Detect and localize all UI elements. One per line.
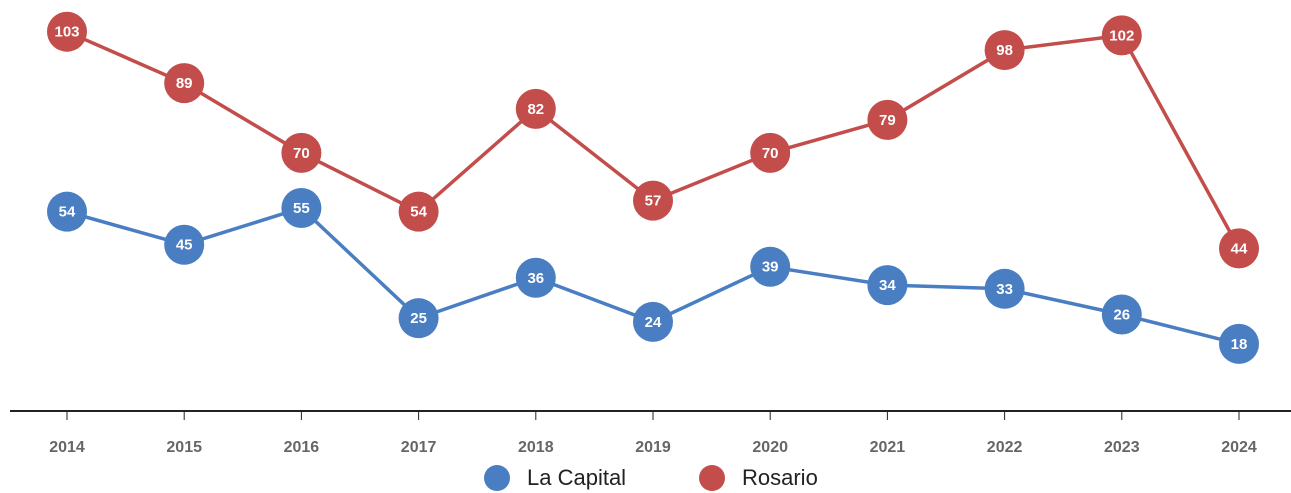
data-point <box>984 268 1025 309</box>
data-label: 39 <box>762 259 779 276</box>
data-point <box>984 30 1025 71</box>
data-point <box>867 99 908 140</box>
x-tick-label: 2019 <box>635 439 671 456</box>
data-point <box>633 180 673 221</box>
x-tick-label: 2024 <box>1221 439 1257 456</box>
legend-label: La Capital <box>527 465 626 490</box>
data-point <box>1101 15 1142 56</box>
x-tick-label: 2023 <box>1104 439 1140 456</box>
data-label: 54 <box>59 204 76 221</box>
x-tick-label: 2021 <box>870 439 906 456</box>
data-point <box>164 224 205 265</box>
x-tick-label: 2017 <box>401 439 437 456</box>
data-point <box>750 246 791 287</box>
data-label: 45 <box>176 237 193 254</box>
data-label: 55 <box>293 200 310 217</box>
data-label: 89 <box>176 75 193 92</box>
data-label: 103 <box>54 24 79 41</box>
data-label: 34 <box>879 277 896 294</box>
data-point <box>1101 294 1142 335</box>
data-point <box>281 188 322 228</box>
data-point <box>867 265 908 306</box>
x-tick-label: 2015 <box>166 439 202 456</box>
data-label: 57 <box>645 193 662 210</box>
data-point <box>515 88 556 129</box>
data-label: 33 <box>996 281 1013 298</box>
data-label: 18 <box>1231 336 1248 353</box>
data-point <box>281 132 322 173</box>
data-label: 36 <box>527 270 544 287</box>
data-label: 70 <box>762 145 779 162</box>
x-tick-label: 2016 <box>284 439 320 456</box>
data-label: 44 <box>1231 240 1248 257</box>
data-label: 24 <box>645 314 662 331</box>
data-point <box>515 257 556 298</box>
x-tick-label: 2022 <box>987 439 1023 456</box>
data-point <box>1219 228 1259 269</box>
data-point <box>633 301 673 342</box>
data-label: 25 <box>410 310 427 327</box>
x-tick-label: 2020 <box>752 439 788 456</box>
data-label: 70 <box>293 145 310 162</box>
data-label: 54 <box>410 204 427 221</box>
data-label: 98 <box>996 42 1013 59</box>
data-point <box>47 11 87 52</box>
data-point <box>398 191 439 232</box>
legend-swatch <box>699 465 725 491</box>
legend-label: Rosario <box>742 465 818 490</box>
data-point <box>47 191 87 232</box>
data-label: 26 <box>1113 306 1130 323</box>
data-label: 102 <box>1109 27 1134 44</box>
x-tick-label: 2018 <box>518 439 554 456</box>
data-point <box>398 298 439 339</box>
x-tick-label: 2014 <box>49 439 85 456</box>
data-point <box>1219 323 1259 364</box>
data-label: 79 <box>879 112 896 129</box>
data-label: 82 <box>527 101 544 118</box>
data-point <box>750 132 791 173</box>
data-point <box>164 63 205 104</box>
legend-swatch <box>484 465 510 491</box>
